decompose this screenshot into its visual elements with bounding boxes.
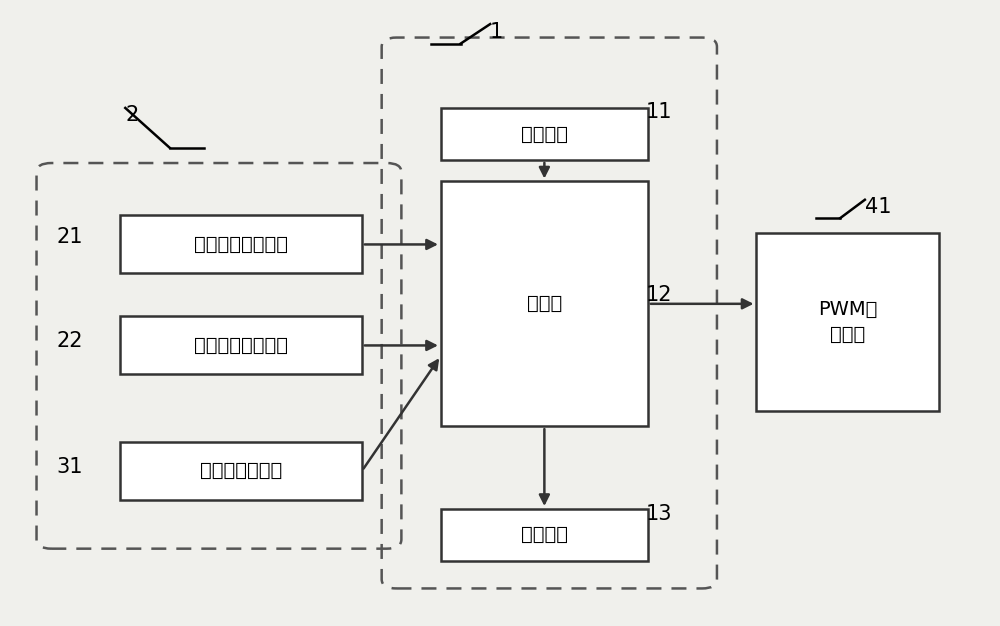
Bar xyxy=(441,108,648,160)
Text: 31: 31 xyxy=(56,457,83,477)
Text: 单片机: 单片机 xyxy=(527,294,562,314)
Text: 11: 11 xyxy=(646,102,672,122)
Text: 12: 12 xyxy=(646,285,672,305)
Text: 数字光照传感器: 数字光照传感器 xyxy=(200,461,282,480)
Text: 热释电红外传感器: 热释电红外传感器 xyxy=(194,235,288,254)
Bar xyxy=(120,316,362,374)
Bar xyxy=(120,441,362,500)
Bar xyxy=(120,215,362,273)
Text: 显示单元: 显示单元 xyxy=(521,525,568,545)
Text: 按键单元: 按键单元 xyxy=(521,125,568,143)
Text: 22: 22 xyxy=(56,331,83,351)
Bar xyxy=(441,509,648,561)
Text: 21: 21 xyxy=(56,227,83,247)
Text: 超声波测距传感器: 超声波测距传感器 xyxy=(194,336,288,355)
Text: 13: 13 xyxy=(646,504,672,524)
Text: 41: 41 xyxy=(865,197,891,217)
Bar xyxy=(441,182,648,426)
Text: 1: 1 xyxy=(490,23,503,42)
Text: 2: 2 xyxy=(125,105,139,125)
Text: PWM控
制信号: PWM控 制信号 xyxy=(818,300,877,344)
Bar xyxy=(756,233,939,411)
